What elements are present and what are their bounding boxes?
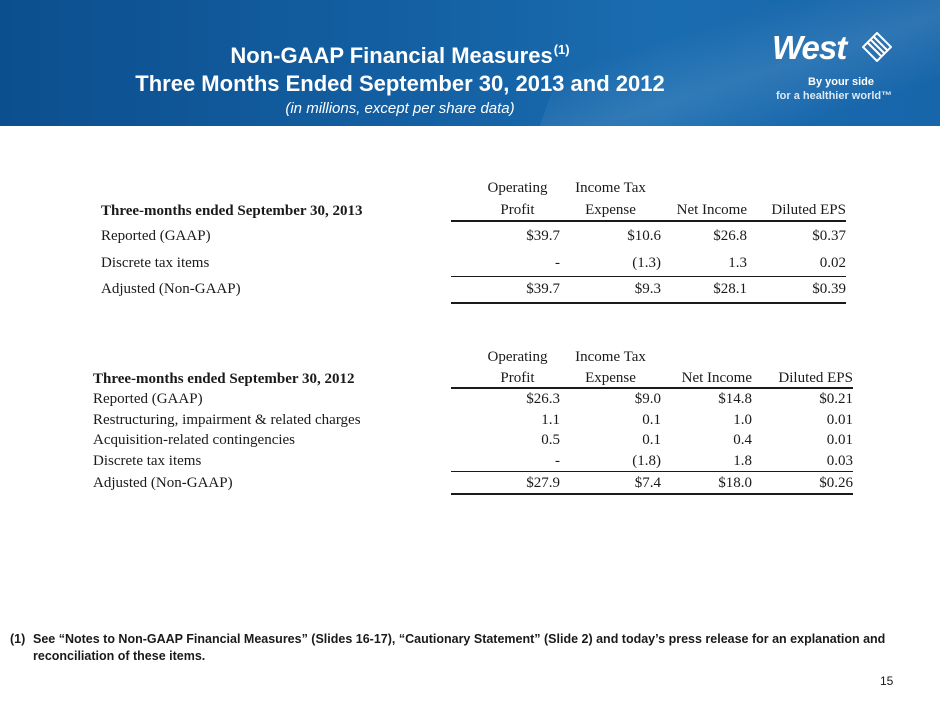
table-row: Restructuring, impairment & related char… — [93, 410, 853, 431]
row-label: Reported (GAAP) — [101, 228, 211, 244]
col-header-profit: Profit — [451, 198, 560, 222]
cell-operating-profit: $39.7 — [451, 276, 560, 304]
cell-income-tax: $9.0 — [634, 391, 661, 408]
row-label: Adjusted (Non-GAAP) — [101, 281, 241, 298]
title-block: Non-GAAP Financial Measures(1) Three Mon… — [90, 36, 710, 119]
cell-net-income: 1.8 — [661, 450, 752, 473]
slide-title: Non-GAAP Financial Measures(1) — [230, 42, 570, 68]
cell-net-income: 1.0 — [733, 411, 752, 428]
cell-operating-profit: - — [451, 251, 560, 277]
cell-income-tax: 0.1 — [642, 432, 661, 449]
cell-operating-profit: 1.1 — [541, 411, 560, 428]
cell-income-tax: 0.1 — [642, 411, 661, 428]
table-row: Adjusted (Non-GAAP) $27.9 $7.4 $18.0 $0.… — [93, 471, 853, 495]
table-row: Adjusted (Non-GAAP) $39.7 $9.3 $28.1 $0.… — [101, 276, 846, 304]
row-label: Reported (GAAP) — [93, 390, 203, 407]
logo-diamond-icon — [862, 32, 892, 62]
cell-diluted-eps: $0.39 — [747, 276, 846, 304]
row-label: Discrete tax items — [101, 255, 210, 272]
table-row: Reported (GAAP) $26.3 $9.0 $14.8 $0.21 — [93, 388, 853, 410]
cell-income-tax: $7.4 — [560, 471, 661, 495]
col-header-operating: Operating — [487, 349, 548, 365]
col-header-net-income: Net Income — [661, 367, 752, 389]
cell-income-tax: $9.3 — [560, 276, 661, 304]
cell-diluted-eps: $0.21 — [819, 391, 853, 408]
cell-operating-profit: $27.9 — [451, 471, 560, 495]
cell-operating-profit: - — [451, 450, 560, 473]
cell-income-tax: (1.3) — [560, 251, 661, 277]
table-row: Discrete tax items - (1.3) 1.3 0.02 — [101, 251, 846, 277]
col-header-expense: Expense — [560, 367, 661, 389]
col-header-net-income: Net Income — [661, 198, 747, 222]
cell-income-tax: (1.8) — [560, 450, 661, 473]
table-2012: Operating Income Tax Three-months ended … — [93, 347, 853, 495]
col-header-expense: Expense — [560, 198, 661, 222]
table-period-label: Three-months ended September 30, 2013 — [101, 203, 363, 219]
title-footnote-marker: (1) — [553, 42, 570, 57]
cell-diluted-eps: 0.03 — [752, 450, 853, 473]
cell-income-tax: $10.6 — [627, 228, 661, 244]
footnote-text: See “Notes to Non-GAAP Financial Measure… — [33, 632, 886, 663]
logo-tagline-1: By your side — [808, 76, 875, 88]
cell-diluted-eps: $0.37 — [812, 228, 846, 244]
table-period-label: Three-months ended September 30, 2012 — [93, 371, 355, 387]
col-header-diluted-eps: Diluted EPS — [747, 198, 846, 222]
cell-operating-profit: 0.5 — [541, 432, 560, 449]
row-label: Restructuring, impairment & related char… — [93, 411, 361, 428]
logo-wordmark: West — [772, 29, 847, 66]
cell-operating-profit: $39.7 — [526, 228, 560, 244]
slide-title-line2: Three Months Ended September 30, 2013 an… — [135, 71, 665, 96]
col-header-operating: Operating — [487, 180, 548, 196]
footnote-number: (1) — [10, 632, 26, 646]
slide-header: Non-GAAP Financial Measures(1) Three Mon… — [0, 0, 940, 126]
cell-net-income: 1.3 — [661, 251, 747, 277]
cell-net-income: $18.0 — [661, 471, 752, 495]
cell-operating-profit: $26.3 — [526, 391, 560, 408]
table-row: Acquisition-related contingencies 0.5 0.… — [93, 430, 853, 451]
table-2013: Operating Income Tax Three-months ended … — [101, 178, 846, 304]
table-row: Discrete tax items - (1.8) 1.8 0.03 — [93, 450, 853, 473]
cell-net-income: $28.1 — [661, 276, 747, 304]
cell-net-income: $14.8 — [718, 391, 752, 408]
row-label: Adjusted (Non-GAAP) — [93, 474, 233, 491]
page-number: 15 — [880, 674, 894, 688]
cell-diluted-eps: 0.01 — [826, 432, 853, 449]
cell-net-income: 0.4 — [733, 432, 752, 449]
row-label: Acquisition-related contingencies — [93, 432, 296, 449]
table-row: Reported (GAAP) $39.7 $10.6 $26.8 $0.37 — [101, 221, 846, 251]
row-label: Discrete tax items — [93, 453, 202, 470]
logo-tagline-2: for a healthier world™ — [776, 90, 893, 102]
cell-diluted-eps: $0.26 — [752, 471, 853, 495]
cell-net-income: $26.8 — [713, 228, 747, 244]
col-header-diluted-eps: Diluted EPS — [752, 367, 853, 389]
col-header-profit: Profit — [451, 367, 560, 389]
col-header-income-tax: Income Tax — [575, 180, 646, 196]
slide-subtitle: (in millions, except per share data) — [285, 100, 515, 117]
cell-diluted-eps: 0.02 — [747, 251, 846, 277]
cell-diluted-eps: 0.01 — [826, 411, 853, 428]
west-logo: West By your side for a healthier world™ — [768, 30, 908, 105]
col-header-income-tax: Income Tax — [575, 349, 646, 365]
